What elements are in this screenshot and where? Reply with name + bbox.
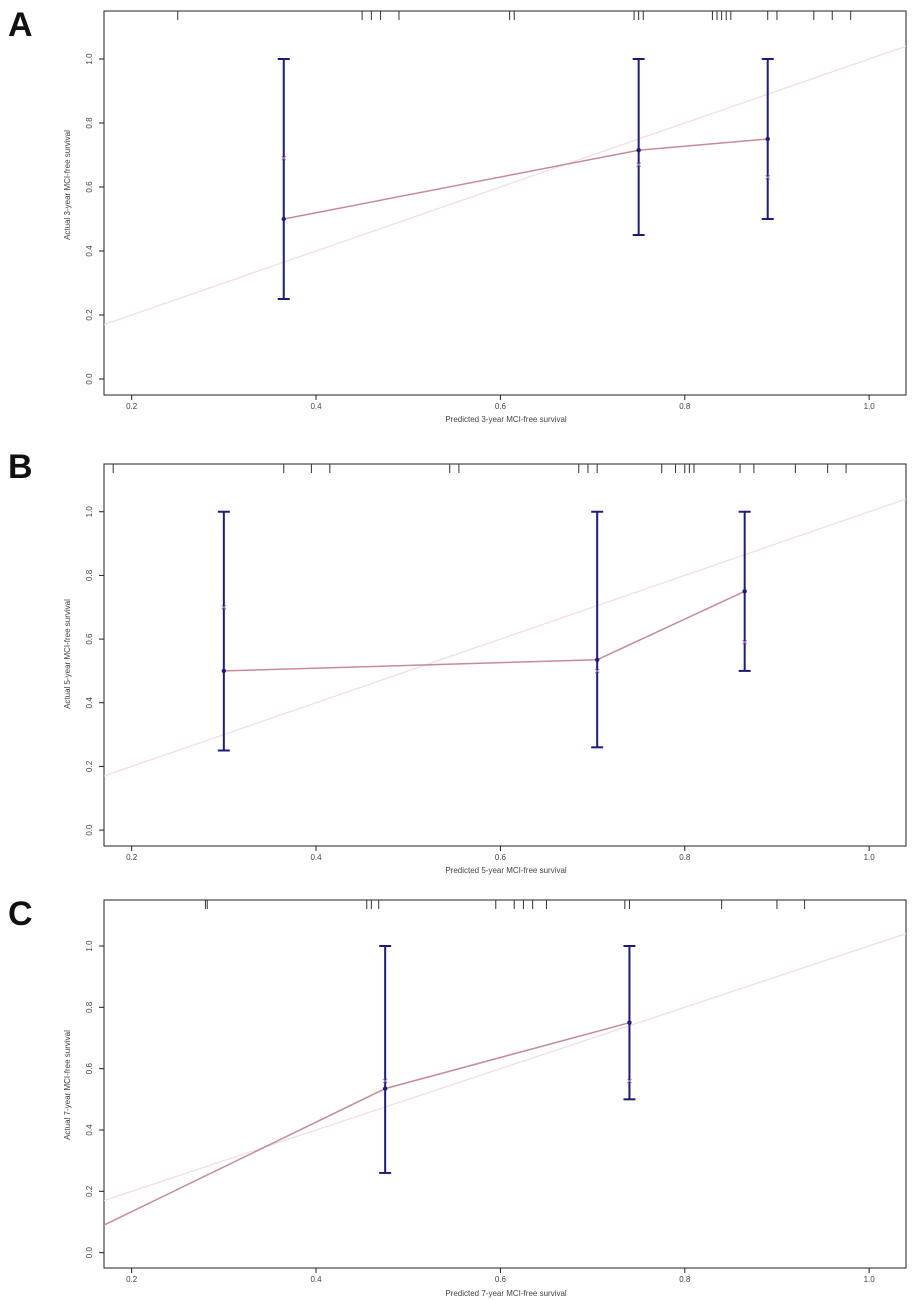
panel-a-y-tick-label: 0.8 — [85, 117, 94, 129]
panel-b-x-tick-label: 0.4 — [310, 853, 322, 862]
panel-b-observed-point — [742, 589, 747, 594]
panel-b-bias-corrected-marker — [594, 668, 600, 674]
panel-a-ideal-line — [104, 45, 906, 326]
panel-b-calibration-line — [223, 590, 745, 672]
panel-c-y-tick-label: 0.2 — [85, 1185, 94, 1197]
panel-a: A Predicted 3-year MCI-free survival Act… — [8, 6, 907, 424]
panel-a-y-tick-label: 1.0 — [85, 53, 94, 65]
panel-c-y-tick-label: 0.8 — [85, 1001, 94, 1013]
panel-a-x-tick-label: 0.4 — [310, 402, 322, 411]
panel-c-y-tick-label: 0.0 — [85, 1247, 94, 1259]
panel-b-y-tick-label: 0.0 — [85, 824, 94, 836]
panel-c-x-tick-label: 0.2 — [126, 1275, 138, 1284]
panel-a-x-axis-title: Predicted 3-year MCI-free survival — [445, 415, 567, 424]
panel-c-label: C — [8, 895, 33, 933]
panel-a-x-tick-label: 0.6 — [495, 402, 507, 411]
panel-a-y-tick-label: 0.2 — [85, 309, 94, 321]
panel-b-x-tick-label: 0.2 — [126, 853, 138, 862]
panel-b-x-tick-label: 1.0 — [864, 853, 876, 862]
panel-a-y-axis-title: Actual 3-year MCI-free survival — [63, 130, 72, 240]
panel-c: C Predicted 7-year MCI-free survival Act… — [8, 895, 907, 1298]
panel-b: B Predicted 5-year MCI-free survival Act… — [8, 448, 907, 875]
panel-b-bias-corrected-marker — [742, 639, 748, 645]
panel-c-x-tick-label: 0.6 — [495, 1275, 507, 1284]
panel-b-y-tick-label: 1.0 — [85, 506, 94, 518]
panel-a-bias-corrected-marker — [281, 155, 287, 161]
panel-a-x-tick-label: 0.8 — [679, 402, 691, 411]
panel-c-x-tick-label: 0.8 — [679, 1275, 691, 1284]
panel-a-y-tick-label: 0.6 — [85, 181, 94, 193]
panel-a-x-tick-label: 1.0 — [864, 402, 876, 411]
panel-c-x-axis-title: Predicted 7-year MCI-free survival — [445, 1289, 567, 1298]
panel-b-x-tick-label: 0.6 — [495, 853, 507, 862]
panel-b-plot-frame — [103, 463, 907, 847]
panel-b-y-axis-title: Actual 5-year MCI-free survival — [63, 599, 72, 709]
panel-a-label: A — [8, 6, 33, 44]
panel-a-bias-corrected-marker — [765, 175, 771, 180]
panel-c-y-tick-label: 0.6 — [85, 1063, 94, 1075]
panel-a-observed-point — [636, 148, 641, 153]
panel-a-plot-frame — [103, 10, 907, 396]
panel-b-y-tick-label: 0.6 — [85, 633, 94, 645]
panel-c-plot-frame — [103, 899, 907, 1269]
panel-b-observed-point — [594, 657, 600, 662]
panel-b-x-tick-label: 0.8 — [679, 853, 691, 862]
panel-a-y-tick-label: 0.0 — [85, 373, 94, 385]
panel-a-observed-point — [281, 216, 286, 222]
panel-c-ideal-line — [104, 933, 906, 1202]
panel-c-x-tick-label: 1.0 — [864, 1275, 876, 1284]
panel-b-label: B — [8, 448, 33, 486]
panel-c-calibration-line — [104, 1021, 630, 1226]
panel-c-y-tick-label: 1.0 — [85, 940, 94, 952]
panel-a-bias-corrected-marker — [636, 162, 642, 167]
panel-b-y-tick-label: 0.8 — [85, 569, 94, 581]
panel-a-calibration-line — [283, 138, 768, 220]
panel-c-bias-corrected-marker — [627, 1078, 632, 1084]
panel-c-x-tick-label: 0.4 — [310, 1275, 322, 1284]
panel-a-observed-point — [765, 136, 770, 142]
panel-a-y-tick-label: 0.4 — [85, 245, 94, 257]
panel-b-y-tick-label: 0.2 — [85, 760, 94, 772]
panel-c-y-tick-label: 0.4 — [85, 1124, 94, 1136]
panel-c-bias-corrected-marker — [382, 1078, 388, 1084]
panel-b-ideal-line — [104, 498, 906, 777]
panel-b-observed-point — [221, 668, 227, 674]
panel-b-y-tick-label: 0.4 — [85, 697, 94, 709]
panel-a-x-tick-label: 0.2 — [126, 402, 138, 411]
panel-c-observed-point — [627, 1020, 632, 1025]
panel-c-observed-point — [382, 1086, 388, 1091]
panel-c-y-axis-title: Actual 7-year MCI-free survival — [63, 1030, 72, 1140]
panel-b-x-axis-title: Predicted 5-year MCI-free survival — [445, 866, 567, 875]
panel-b-bias-corrected-marker — [221, 604, 227, 610]
